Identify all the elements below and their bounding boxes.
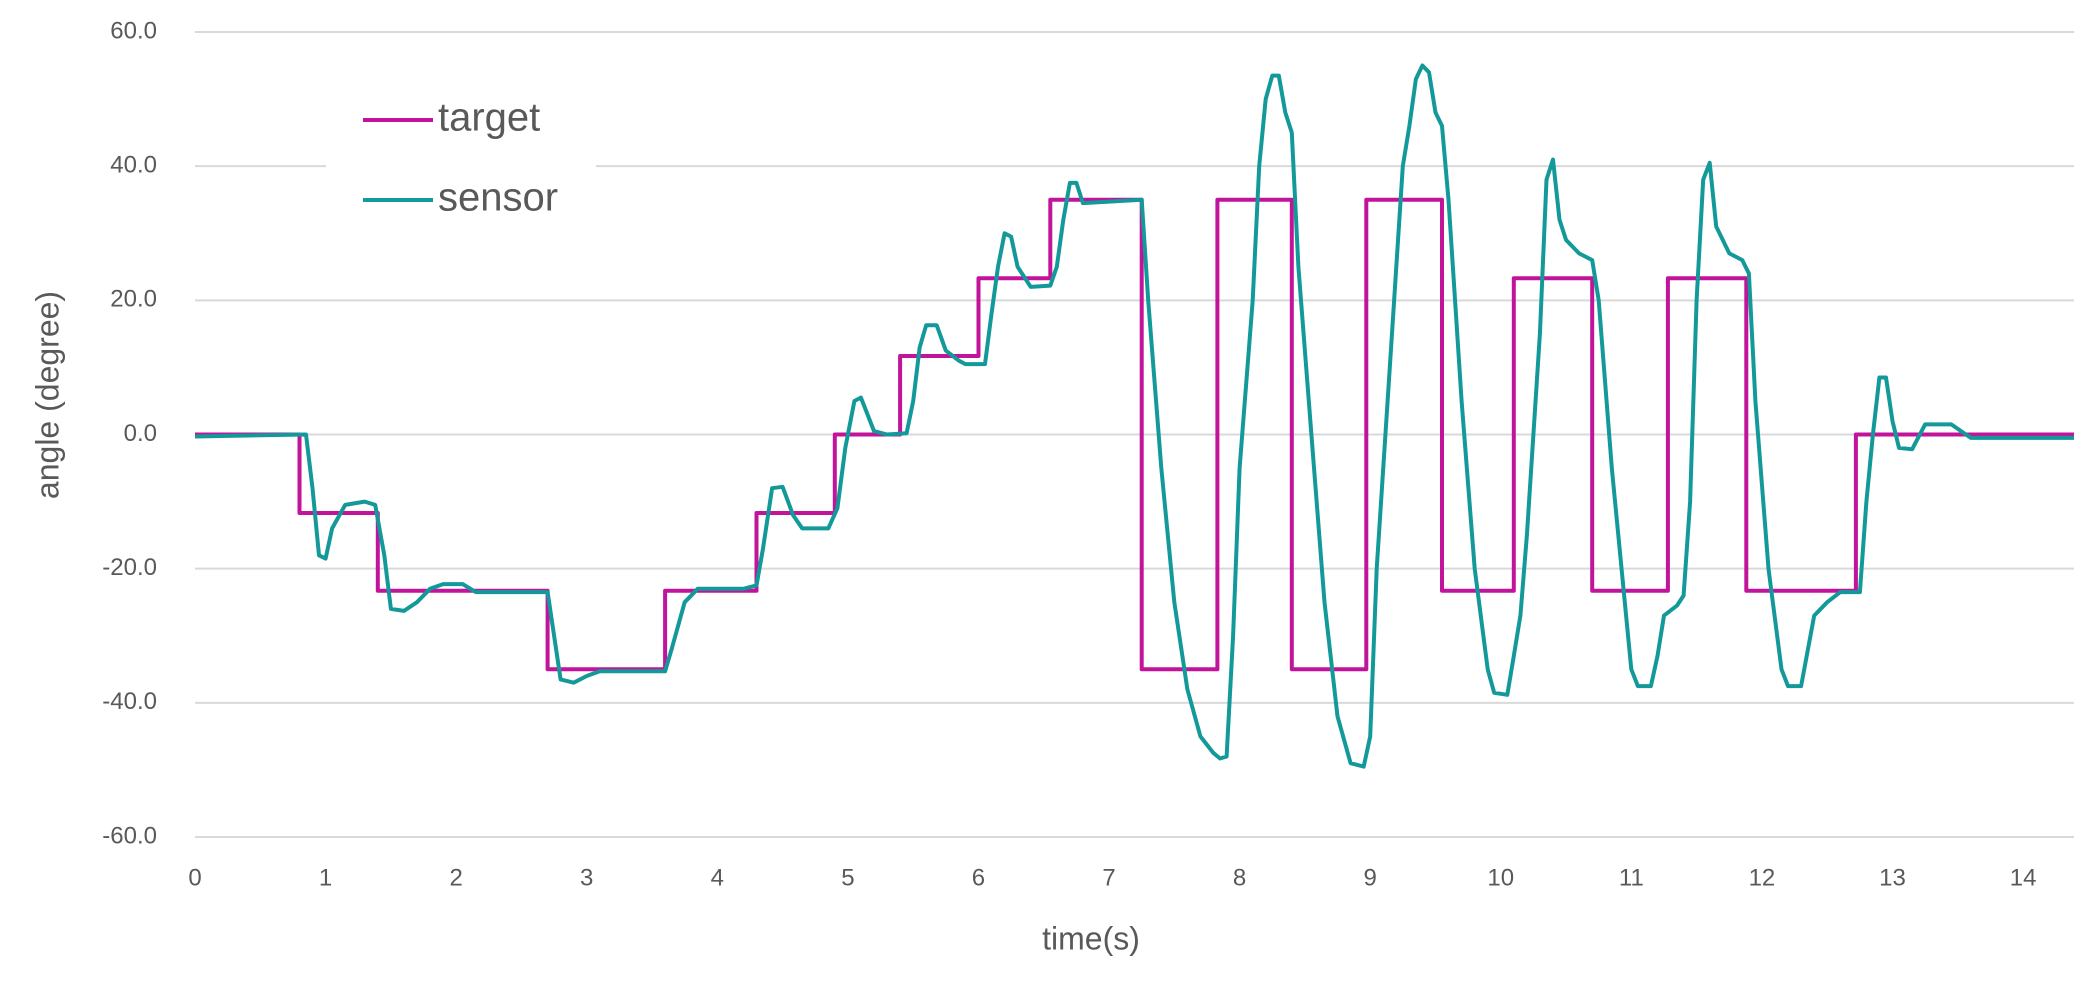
x-tick-label: 14 [2010, 864, 2037, 891]
x-tick-label: 8 [1233, 864, 1246, 891]
x-tick-label: 1 [319, 864, 332, 891]
x-tick-label: 0 [188, 864, 201, 891]
y-tick-label: 40.0 [110, 152, 157, 179]
x-tick-label: 2 [449, 864, 462, 891]
y-tick-label: 60.0 [110, 17, 157, 44]
series-line [194, 63, 2074, 769]
y-tick-label: 20.0 [110, 286, 157, 313]
x-tick-label: 5 [841, 864, 854, 891]
x-tick-label: 6 [972, 864, 985, 891]
x-tick-label: 7 [1102, 864, 1115, 891]
x-tick-label: 3 [580, 864, 593, 891]
x-tick-label: 9 [1364, 864, 1377, 891]
x-axis-title: time(s) [1042, 920, 1140, 956]
legend: target sensor [326, 95, 596, 225]
y-tick-label: 0.0 [124, 420, 157, 447]
y-tick-label: -20.0 [102, 554, 157, 581]
y-tick-label: -60.0 [102, 822, 157, 849]
y-axis-title: angle (degree) [29, 291, 65, 499]
x-tick-label: 13 [1879, 864, 1906, 891]
x-tick-label: 11 [1619, 864, 1644, 891]
legend-box [326, 95, 596, 225]
x-tick-label: 12 [1749, 864, 1776, 891]
x-tick-label: 10 [1487, 864, 1514, 891]
legend-label: target [438, 96, 540, 140]
y-tick-label: -40.0 [102, 688, 157, 715]
plot-lines [194, 63, 2074, 769]
legend-label: sensor [438, 176, 558, 220]
x-tick-label: 4 [711, 864, 724, 891]
